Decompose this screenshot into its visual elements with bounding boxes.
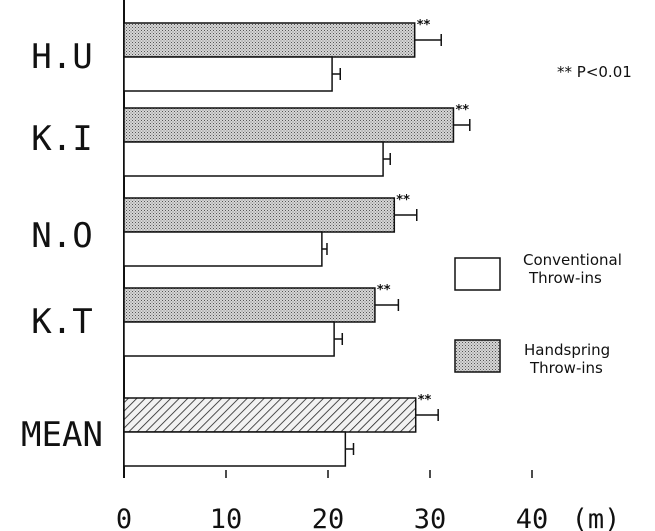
bar-conventional-kt	[123, 321, 335, 357]
significance-marker-mean: **	[418, 393, 432, 408]
category-label-kt: K.T	[31, 302, 92, 342]
legend-label-conventional-line2: Throw-ins	[528, 269, 602, 287]
legend-label-handspring-line2: Throw-ins	[529, 359, 603, 377]
bar-conventional-no	[123, 231, 323, 267]
significance-marker-hu: **	[417, 18, 431, 33]
bar-handspring-hu	[123, 22, 416, 58]
category-label-no: N.O	[31, 216, 92, 256]
bar-handspring-ki	[123, 107, 455, 143]
significance-marker-ki: **	[455, 103, 469, 118]
bar-handspring-no	[123, 197, 396, 233]
x-tick-label-1: 10	[210, 504, 243, 531]
x-tick-label-4: 40	[516, 504, 549, 531]
bar-conventional-mean	[123, 431, 347, 467]
legend: Conventional Throw-ins Handspring Throw-…	[454, 251, 622, 377]
legend-label-conventional-line1: Conventional	[523, 251, 622, 269]
x-tick-label-0: 0	[116, 504, 132, 531]
bar-handspring-kt	[123, 287, 376, 323]
labels: 0 10 20 30 40 (m) H.U ** K.I ** N.O ** K.T ** MEAN **	[21, 18, 620, 531]
category-label-hu: H.U	[31, 37, 92, 77]
category-label-mean: MEAN	[21, 415, 103, 455]
x-tick-label-2: 20	[312, 504, 345, 531]
x-unit-label: (m)	[572, 504, 621, 531]
legend-swatch-conventional	[454, 257, 501, 291]
bars	[123, 22, 471, 467]
bar-conventional-ki	[123, 141, 384, 177]
category-label-ki: K.I	[31, 119, 92, 159]
bar-handspring-mean	[123, 397, 417, 433]
bar-conventional-hu	[123, 56, 333, 92]
significance-marker-no: **	[396, 193, 410, 208]
legend-swatch-handspring	[454, 339, 501, 373]
significance-marker-kt: **	[377, 283, 391, 298]
x-tick-label-3: 30	[414, 504, 447, 531]
significance-note: ** P<0.01	[557, 63, 632, 81]
legend-label-handspring-line1: Handspring	[524, 341, 610, 359]
